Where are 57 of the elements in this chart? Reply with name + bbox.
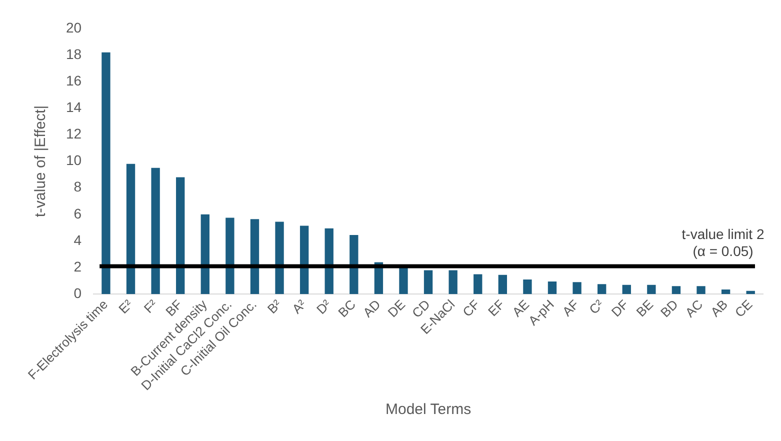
bar <box>523 280 532 294</box>
bar <box>200 214 210 294</box>
x-tick-label: AF <box>559 296 582 320</box>
bar <box>721 289 730 294</box>
bar <box>424 270 433 294</box>
bar <box>399 266 408 294</box>
y-tick-label: 12 <box>66 126 82 142</box>
bar <box>647 284 656 294</box>
bar <box>672 286 681 294</box>
y-tick-label: 6 <box>74 205 82 222</box>
y-tick-label: 16 <box>66 72 82 88</box>
x-tick-label: CE <box>732 296 756 320</box>
bar <box>126 164 136 294</box>
x-tick-label: BD <box>657 296 681 320</box>
x-tick-label: A² <box>289 296 310 317</box>
x-tick-label: CF <box>460 296 483 320</box>
bar <box>696 286 706 294</box>
x-tick-label: D² <box>313 296 334 318</box>
bar <box>226 218 234 294</box>
x-tick-label: BC <box>335 296 359 320</box>
x-tick-label: DF <box>608 296 632 320</box>
x-tick-label: AC <box>682 296 706 320</box>
bar <box>102 52 110 294</box>
bar <box>151 168 160 294</box>
x-tick-label: EF <box>484 296 508 320</box>
bar <box>300 226 309 294</box>
x-tick-label: F² <box>140 296 161 316</box>
bar <box>474 274 482 294</box>
y-tick-label: 18 <box>66 46 82 62</box>
bar <box>250 219 260 294</box>
bar <box>598 284 606 294</box>
bar <box>572 282 582 294</box>
bar <box>350 235 358 294</box>
bar <box>498 274 508 294</box>
x-tick-label: DE <box>384 296 408 320</box>
y-tick-label: 0 <box>74 285 82 302</box>
x-tick-label: AD <box>360 296 384 320</box>
y-axis-title: t-value of |Effect| <box>32 105 50 218</box>
x-axis-title: Model Terms <box>385 401 472 418</box>
y-tick-label: 8 <box>74 178 82 195</box>
y-tick-label: 4 <box>74 232 82 248</box>
x-tick-label: AB <box>708 296 730 320</box>
bar <box>324 228 334 294</box>
bar <box>448 270 458 294</box>
ref-line-label: t-value limit 2 (α = 0.05) <box>682 226 764 260</box>
x-tick-label: B² <box>264 296 285 317</box>
x-tick-label: E² <box>116 296 136 317</box>
x-tick-label: BE <box>633 296 656 320</box>
y-tick-label: 20 <box>66 19 82 36</box>
y-tick-label: 14 <box>66 98 82 115</box>
x-tick-label: C² <box>586 296 607 318</box>
bar <box>548 282 557 294</box>
bar <box>622 284 631 294</box>
y-tick-label: 2 <box>74 258 82 274</box>
y-tick-label: 10 <box>66 152 82 168</box>
bar <box>176 177 185 294</box>
bar <box>275 222 284 294</box>
